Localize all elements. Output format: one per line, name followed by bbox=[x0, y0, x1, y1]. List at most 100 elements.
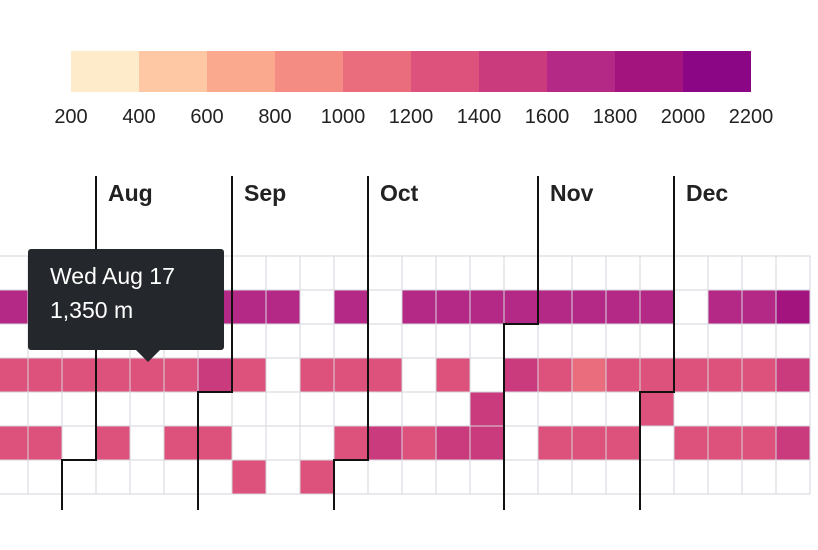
empty-day-cell[interactable] bbox=[503, 425, 539, 461]
empty-day-cell[interactable] bbox=[469, 323, 505, 359]
empty-day-cell[interactable] bbox=[639, 323, 675, 359]
empty-day-cell[interactable] bbox=[537, 323, 573, 359]
day-cell[interactable] bbox=[435, 357, 471, 393]
empty-day-cell[interactable] bbox=[299, 323, 335, 359]
day-cell[interactable] bbox=[707, 289, 743, 325]
empty-day-cell[interactable] bbox=[333, 391, 369, 427]
day-cell[interactable] bbox=[469, 289, 505, 325]
day-cell[interactable] bbox=[571, 289, 607, 325]
day-cell[interactable] bbox=[537, 289, 573, 325]
empty-day-cell[interactable] bbox=[741, 323, 777, 359]
day-cell[interactable] bbox=[401, 289, 437, 325]
day-cell[interactable] bbox=[503, 357, 539, 393]
empty-day-cell[interactable] bbox=[231, 425, 267, 461]
day-cell[interactable] bbox=[95, 425, 131, 461]
empty-day-cell[interactable] bbox=[571, 391, 607, 427]
empty-day-cell[interactable] bbox=[95, 391, 131, 427]
empty-day-cell[interactable] bbox=[503, 323, 539, 359]
day-cell[interactable] bbox=[95, 357, 131, 393]
empty-day-cell[interactable] bbox=[61, 425, 97, 461]
day-cell[interactable] bbox=[775, 289, 811, 325]
empty-day-cell[interactable] bbox=[231, 391, 267, 427]
empty-day-cell[interactable] bbox=[605, 323, 641, 359]
day-cell[interactable] bbox=[571, 425, 607, 461]
empty-day-cell[interactable] bbox=[265, 425, 301, 461]
day-cell[interactable] bbox=[163, 357, 199, 393]
empty-day-cell[interactable] bbox=[0, 255, 29, 291]
empty-day-cell[interactable] bbox=[775, 391, 811, 427]
empty-day-cell[interactable] bbox=[469, 459, 505, 495]
day-cell[interactable] bbox=[469, 391, 505, 427]
day-cell[interactable] bbox=[0, 289, 29, 325]
day-cell[interactable] bbox=[775, 425, 811, 461]
day-cell[interactable] bbox=[707, 425, 743, 461]
empty-day-cell[interactable] bbox=[707, 391, 743, 427]
empty-day-cell[interactable] bbox=[231, 255, 267, 291]
empty-day-cell[interactable] bbox=[673, 391, 709, 427]
empty-day-cell[interactable] bbox=[367, 289, 403, 325]
empty-day-cell[interactable] bbox=[265, 255, 301, 291]
empty-day-cell[interactable] bbox=[333, 323, 369, 359]
day-cell[interactable] bbox=[435, 425, 471, 461]
day-cell[interactable] bbox=[0, 357, 29, 393]
empty-day-cell[interactable] bbox=[639, 255, 675, 291]
empty-day-cell[interactable] bbox=[435, 255, 471, 291]
empty-day-cell[interactable] bbox=[401, 391, 437, 427]
empty-day-cell[interactable] bbox=[231, 323, 267, 359]
empty-day-cell[interactable] bbox=[197, 459, 233, 495]
day-cell[interactable] bbox=[741, 357, 777, 393]
day-cell[interactable] bbox=[401, 425, 437, 461]
empty-day-cell[interactable] bbox=[537, 391, 573, 427]
day-cell[interactable] bbox=[265, 289, 301, 325]
empty-day-cell[interactable] bbox=[367, 323, 403, 359]
empty-day-cell[interactable] bbox=[537, 459, 573, 495]
day-cell[interactable] bbox=[741, 425, 777, 461]
day-cell[interactable] bbox=[231, 289, 267, 325]
empty-day-cell[interactable] bbox=[503, 255, 539, 291]
day-cell[interactable] bbox=[571, 357, 607, 393]
empty-day-cell[interactable] bbox=[707, 459, 743, 495]
empty-day-cell[interactable] bbox=[265, 459, 301, 495]
day-cell[interactable] bbox=[741, 289, 777, 325]
empty-day-cell[interactable] bbox=[299, 391, 335, 427]
empty-day-cell[interactable] bbox=[775, 323, 811, 359]
day-cell[interactable] bbox=[27, 357, 63, 393]
empty-day-cell[interactable] bbox=[367, 391, 403, 427]
empty-day-cell[interactable] bbox=[469, 357, 505, 393]
day-cell[interactable] bbox=[231, 459, 267, 495]
empty-day-cell[interactable] bbox=[401, 323, 437, 359]
empty-day-cell[interactable] bbox=[605, 391, 641, 427]
day-cell[interactable] bbox=[231, 357, 267, 393]
empty-day-cell[interactable] bbox=[503, 459, 539, 495]
day-cell[interactable] bbox=[605, 357, 641, 393]
day-cell[interactable] bbox=[605, 425, 641, 461]
empty-day-cell[interactable] bbox=[673, 459, 709, 495]
empty-day-cell[interactable] bbox=[163, 391, 199, 427]
day-cell[interactable] bbox=[367, 357, 403, 393]
empty-day-cell[interactable] bbox=[673, 255, 709, 291]
empty-day-cell[interactable] bbox=[0, 391, 29, 427]
empty-day-cell[interactable] bbox=[775, 255, 811, 291]
empty-day-cell[interactable] bbox=[401, 459, 437, 495]
empty-day-cell[interactable] bbox=[707, 255, 743, 291]
empty-day-cell[interactable] bbox=[741, 255, 777, 291]
empty-day-cell[interactable] bbox=[367, 459, 403, 495]
empty-day-cell[interactable] bbox=[571, 459, 607, 495]
empty-day-cell[interactable] bbox=[61, 459, 97, 495]
empty-day-cell[interactable] bbox=[537, 255, 573, 291]
empty-day-cell[interactable] bbox=[197, 391, 233, 427]
day-cell[interactable] bbox=[163, 425, 199, 461]
empty-day-cell[interactable] bbox=[639, 425, 675, 461]
day-cell[interactable] bbox=[333, 357, 369, 393]
day-cell[interactable] bbox=[299, 357, 335, 393]
empty-day-cell[interactable] bbox=[163, 459, 199, 495]
empty-day-cell[interactable] bbox=[95, 459, 131, 495]
empty-day-cell[interactable] bbox=[129, 425, 165, 461]
day-cell[interactable] bbox=[435, 289, 471, 325]
empty-day-cell[interactable] bbox=[469, 255, 505, 291]
empty-day-cell[interactable] bbox=[0, 323, 29, 359]
empty-day-cell[interactable] bbox=[299, 289, 335, 325]
empty-day-cell[interactable] bbox=[605, 255, 641, 291]
day-cell[interactable] bbox=[537, 357, 573, 393]
empty-day-cell[interactable] bbox=[367, 255, 403, 291]
